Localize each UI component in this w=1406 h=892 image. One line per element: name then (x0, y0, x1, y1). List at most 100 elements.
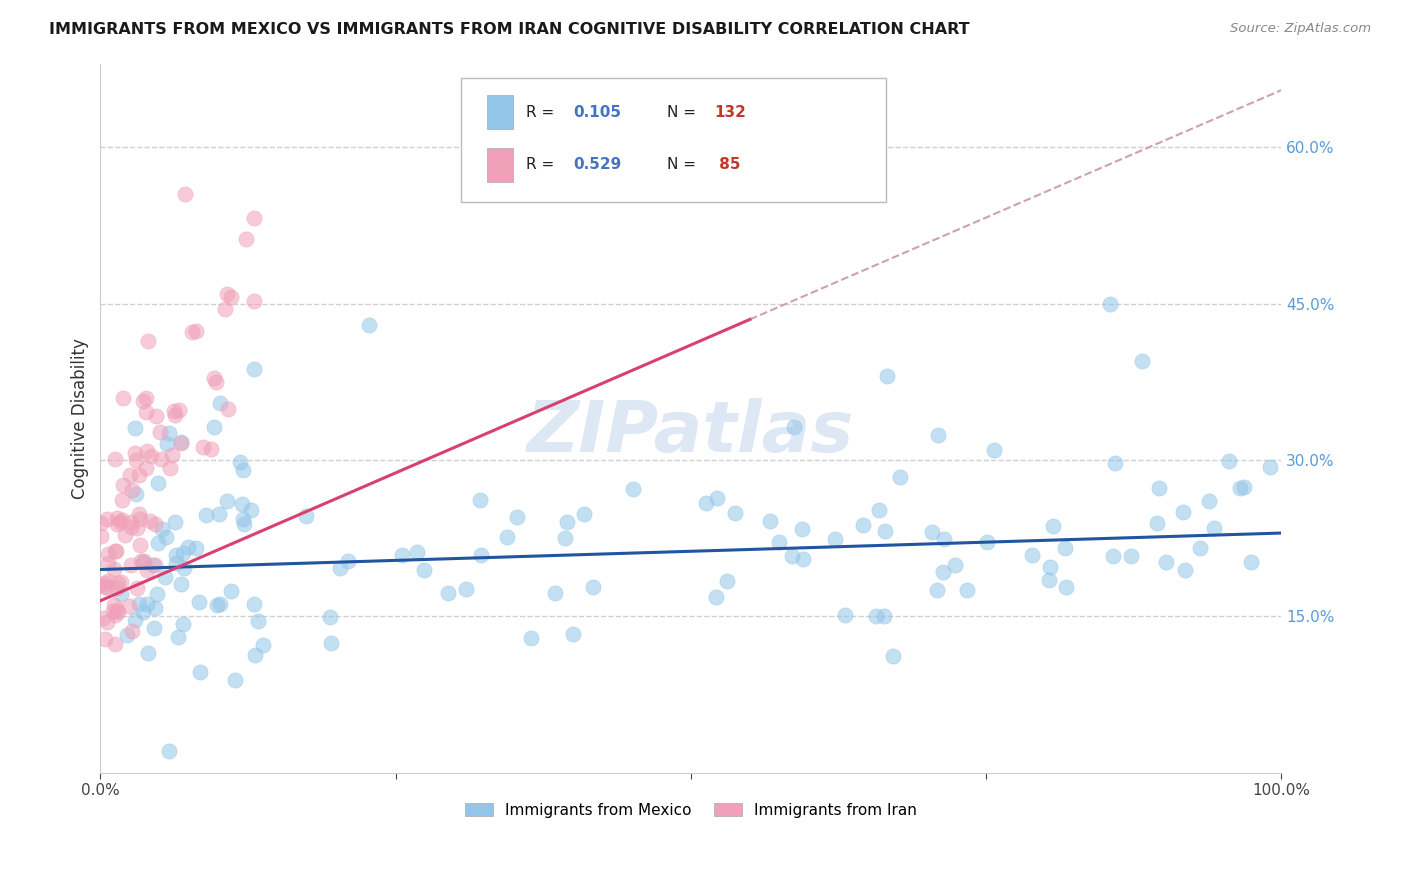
Point (135, 461, 157, 475)
Point (111, 478, 134, 492)
Point (165, 548, 187, 562)
Point (217, 402, 239, 417)
Point (252, 638, 274, 652)
Point (159, 461, 181, 475)
Point (1021, 548, 1043, 562)
Point (865, 609, 887, 624)
Point (1130, 354, 1153, 368)
Point (215, 286, 238, 301)
Text: N =: N = (668, 104, 702, 120)
Point (145, 586, 167, 600)
Point (94, 580, 117, 594)
Point (621, 482, 644, 496)
Point (780, 549, 803, 563)
Point (1232, 480, 1254, 494)
Text: ZIPatlas: ZIPatlas (527, 398, 855, 467)
Point (1146, 516, 1168, 531)
Text: 132: 132 (714, 104, 747, 120)
Point (91, 611, 114, 625)
Point (852, 517, 875, 532)
Text: R =: R = (526, 104, 558, 120)
Text: 0.105: 0.105 (572, 104, 621, 120)
Point (215, 494, 238, 508)
Point (544, 586, 567, 600)
Point (243, 597, 266, 611)
Point (94, 576, 117, 591)
Point (104, 543, 127, 558)
Point (134, 554, 156, 568)
Point (97, 556, 120, 570)
Point (128, 507, 150, 521)
Point (167, 403, 190, 417)
Point (243, 294, 266, 309)
Point (170, 435, 193, 450)
Point (319, 636, 342, 650)
Point (1189, 541, 1212, 555)
Point (337, 554, 360, 568)
Point (470, 548, 492, 562)
Point (107, 605, 129, 619)
Point (582, 580, 605, 594)
Legend: Immigrants from Mexico, Immigrants from Iran: Immigrants from Mexico, Immigrants from … (457, 795, 924, 825)
Point (103, 561, 125, 575)
Point (413, 563, 436, 577)
Point (155, 530, 177, 544)
Point (927, 428, 949, 442)
FancyBboxPatch shape (486, 95, 513, 129)
Point (131, 393, 153, 408)
FancyBboxPatch shape (486, 148, 513, 182)
Point (142, 621, 165, 635)
Point (555, 516, 578, 530)
Point (873, 524, 896, 538)
Point (132, 556, 155, 570)
Point (209, 598, 232, 612)
Point (1038, 573, 1060, 587)
Point (112, 391, 135, 405)
Point (200, 442, 222, 456)
Point (120, 515, 142, 529)
Point (156, 437, 179, 451)
Point (758, 515, 780, 529)
Point (554, 531, 576, 545)
Point (1229, 481, 1251, 495)
Point (143, 600, 166, 615)
Point (943, 558, 966, 572)
Point (136, 646, 159, 660)
Point (181, 326, 204, 340)
Point (706, 491, 728, 505)
Point (135, 392, 157, 406)
Point (124, 453, 146, 467)
Point (246, 614, 269, 628)
Point (105, 516, 128, 531)
Point (1042, 518, 1064, 533)
Point (1119, 549, 1142, 563)
Point (101, 604, 124, 618)
Point (232, 463, 254, 477)
Point (205, 598, 228, 612)
Point (191, 440, 214, 454)
Point (165, 408, 187, 422)
Point (128, 468, 150, 483)
Point (110, 587, 132, 601)
Point (233, 517, 256, 532)
Point (574, 508, 596, 522)
Point (983, 443, 1005, 458)
Point (146, 476, 169, 491)
Point (105, 581, 128, 595)
Y-axis label: Cognitive Disability: Cognitive Disability (72, 338, 89, 499)
Point (132, 605, 155, 619)
Point (160, 448, 183, 462)
Point (117, 628, 139, 642)
Text: 0.529: 0.529 (572, 158, 621, 172)
Point (94, 632, 117, 647)
Point (790, 522, 813, 536)
Point (1218, 454, 1240, 468)
Point (520, 631, 543, 645)
Point (135, 563, 157, 577)
Point (783, 420, 806, 434)
Point (235, 232, 257, 246)
Point (121, 624, 143, 638)
Point (163, 404, 186, 418)
Point (876, 369, 898, 384)
Point (873, 608, 896, 623)
